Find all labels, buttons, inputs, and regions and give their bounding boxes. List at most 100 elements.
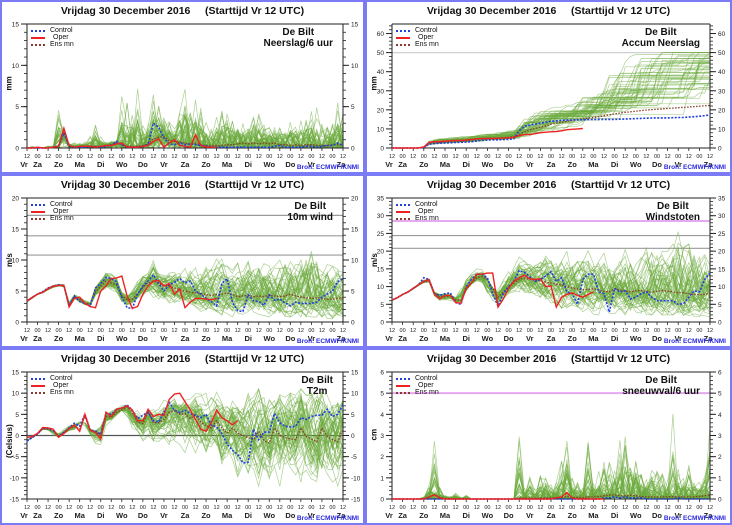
- legend-item-ens_mean: Ens mn: [396, 389, 439, 396]
- y-tick-label-right: 0: [351, 433, 355, 440]
- y-tick-label-right: 5: [351, 104, 355, 111]
- y-tick-label: 5: [15, 289, 19, 296]
- x-hour-label: 00: [224, 154, 230, 160]
- y-tick-label: 50: [377, 50, 385, 57]
- x-day-label: Vr: [308, 160, 316, 169]
- legend-label: Ens mn: [50, 388, 74, 396]
- x-hour-label: 00: [484, 505, 490, 511]
- x-hour-label: 12: [256, 505, 262, 511]
- x-day-label: Di: [462, 511, 470, 520]
- y-tick-label-right: 10: [718, 284, 726, 291]
- x-day-label: Zo: [201, 511, 211, 520]
- x-day-label: Za: [704, 334, 714, 343]
- y-tick-label: 15: [12, 22, 20, 29]
- x-hour-label: 12: [559, 154, 565, 160]
- x-day-label: Wo: [630, 334, 642, 343]
- x-hour-label: 12: [474, 154, 480, 160]
- y-tick-label: 0: [15, 320, 19, 327]
- legend: Control Oper Ens mn: [396, 375, 439, 396]
- x-hour-label: 12: [256, 328, 262, 334]
- x-hour-label: 00: [696, 154, 702, 160]
- y-tick-label: 30: [377, 88, 385, 95]
- y-tick-label: 25: [377, 231, 385, 238]
- x-hour-label: 00: [506, 328, 512, 334]
- ensemble-members: [392, 52, 711, 149]
- x-hour-label: 00: [421, 328, 427, 334]
- legend-label: Oper: [53, 381, 69, 389]
- x-day-label: Wo: [264, 160, 276, 169]
- y-tick-label: 60: [377, 31, 385, 38]
- ens-mean-line: [392, 104, 711, 149]
- ensemble-members: [392, 413, 711, 500]
- x-day-label: Wo: [116, 334, 128, 343]
- legend: Control Oper Ens mn: [396, 27, 439, 48]
- legend-label: Oper: [418, 33, 434, 41]
- legend: Control Oper Ens mn: [31, 375, 74, 396]
- ensemble-member-line: [392, 71, 710, 149]
- legend-label: Ens mn: [415, 388, 439, 396]
- y-tick-label: 20: [377, 249, 385, 256]
- x-hour-label: 00: [569, 328, 575, 334]
- x-day-label: Do: [138, 334, 148, 343]
- x-hour-label: 00: [527, 154, 533, 160]
- x-hour-label: 12: [45, 154, 51, 160]
- x-day-label: Za: [181, 334, 191, 343]
- x-hour-label: 00: [34, 154, 40, 160]
- x-hour-label: 00: [98, 328, 104, 334]
- x-hour-label: 00: [245, 154, 251, 160]
- ens-mean-line: [391, 276, 711, 302]
- x-day-label: Di: [611, 334, 619, 343]
- x-hour-label: 00: [245, 505, 251, 511]
- ensemble-member-line: [392, 65, 710, 149]
- legend-swatch: [396, 29, 410, 32]
- legend-swatch: [396, 43, 410, 46]
- x-hour-label: 12: [707, 328, 713, 334]
- y-tick-label-right: 3: [718, 433, 722, 440]
- x-hour-label: 12: [24, 154, 30, 160]
- y-tick-label-right: 0: [718, 146, 722, 153]
- x-day-label: Do: [504, 511, 514, 520]
- x-hour-label: 00: [400, 154, 406, 160]
- legend-item-ens_mean: Ens mn: [31, 215, 74, 222]
- legend-label: Ens mn: [415, 40, 439, 48]
- x-day-label: Ma: [588, 160, 599, 169]
- legend-swatch: [31, 377, 45, 380]
- y-tick-label: 2: [380, 454, 384, 461]
- x-hour-label: 12: [643, 154, 649, 160]
- legend-label: Ens mn: [415, 214, 439, 222]
- x-day-label: Wo: [630, 511, 642, 520]
- x-hour-label: 12: [298, 154, 304, 160]
- legend-item-control: Control: [31, 375, 74, 382]
- x-hour-label: 12: [686, 154, 692, 160]
- x-hour-label: 12: [686, 505, 692, 511]
- x-hour-label: 00: [119, 505, 125, 511]
- x-day-label: Za: [181, 511, 191, 520]
- x-day-label: Za: [398, 511, 408, 520]
- y-axis-label: (Celsius): [4, 423, 14, 458]
- x-hour-label: 12: [235, 328, 241, 334]
- y-tick-label-right: 25: [718, 231, 726, 238]
- x-day-label: Wo: [482, 511, 494, 520]
- x-hour-label: 00: [119, 328, 125, 334]
- legend-swatch: [396, 210, 410, 213]
- station-name: De Bilt: [294, 201, 327, 212]
- panel-wind10m: 0 0 5 5 10 10 15 15 20 20 12 00 12 00 12 00 12 00 12 00 12 00…: [2, 176, 363, 346]
- x-hour-label: 12: [495, 154, 501, 160]
- x-day-label: Di: [244, 511, 252, 520]
- legend-label: Ens mn: [50, 40, 74, 48]
- y-tick-label-right: 20: [718, 249, 726, 256]
- x-day-label: Zo: [54, 511, 64, 520]
- y-tick-label-right: 2: [718, 454, 722, 461]
- x-hour-label: 12: [192, 505, 198, 511]
- location-label: De Bilt sneeuwval/6 uur: [622, 375, 700, 397]
- x-hour-label: 00: [484, 328, 490, 334]
- location-label: De Bilt Windstoten: [646, 201, 700, 223]
- x-hour-label: 12: [171, 328, 177, 334]
- x-hour-label: 12: [537, 154, 543, 160]
- y-tick-label-right: 0: [351, 146, 355, 153]
- oper-line: [26, 392, 239, 441]
- y-tick-label-right: -10: [351, 475, 361, 482]
- x-hour-label: 12: [171, 154, 177, 160]
- ensemble-member-line: [392, 63, 710, 149]
